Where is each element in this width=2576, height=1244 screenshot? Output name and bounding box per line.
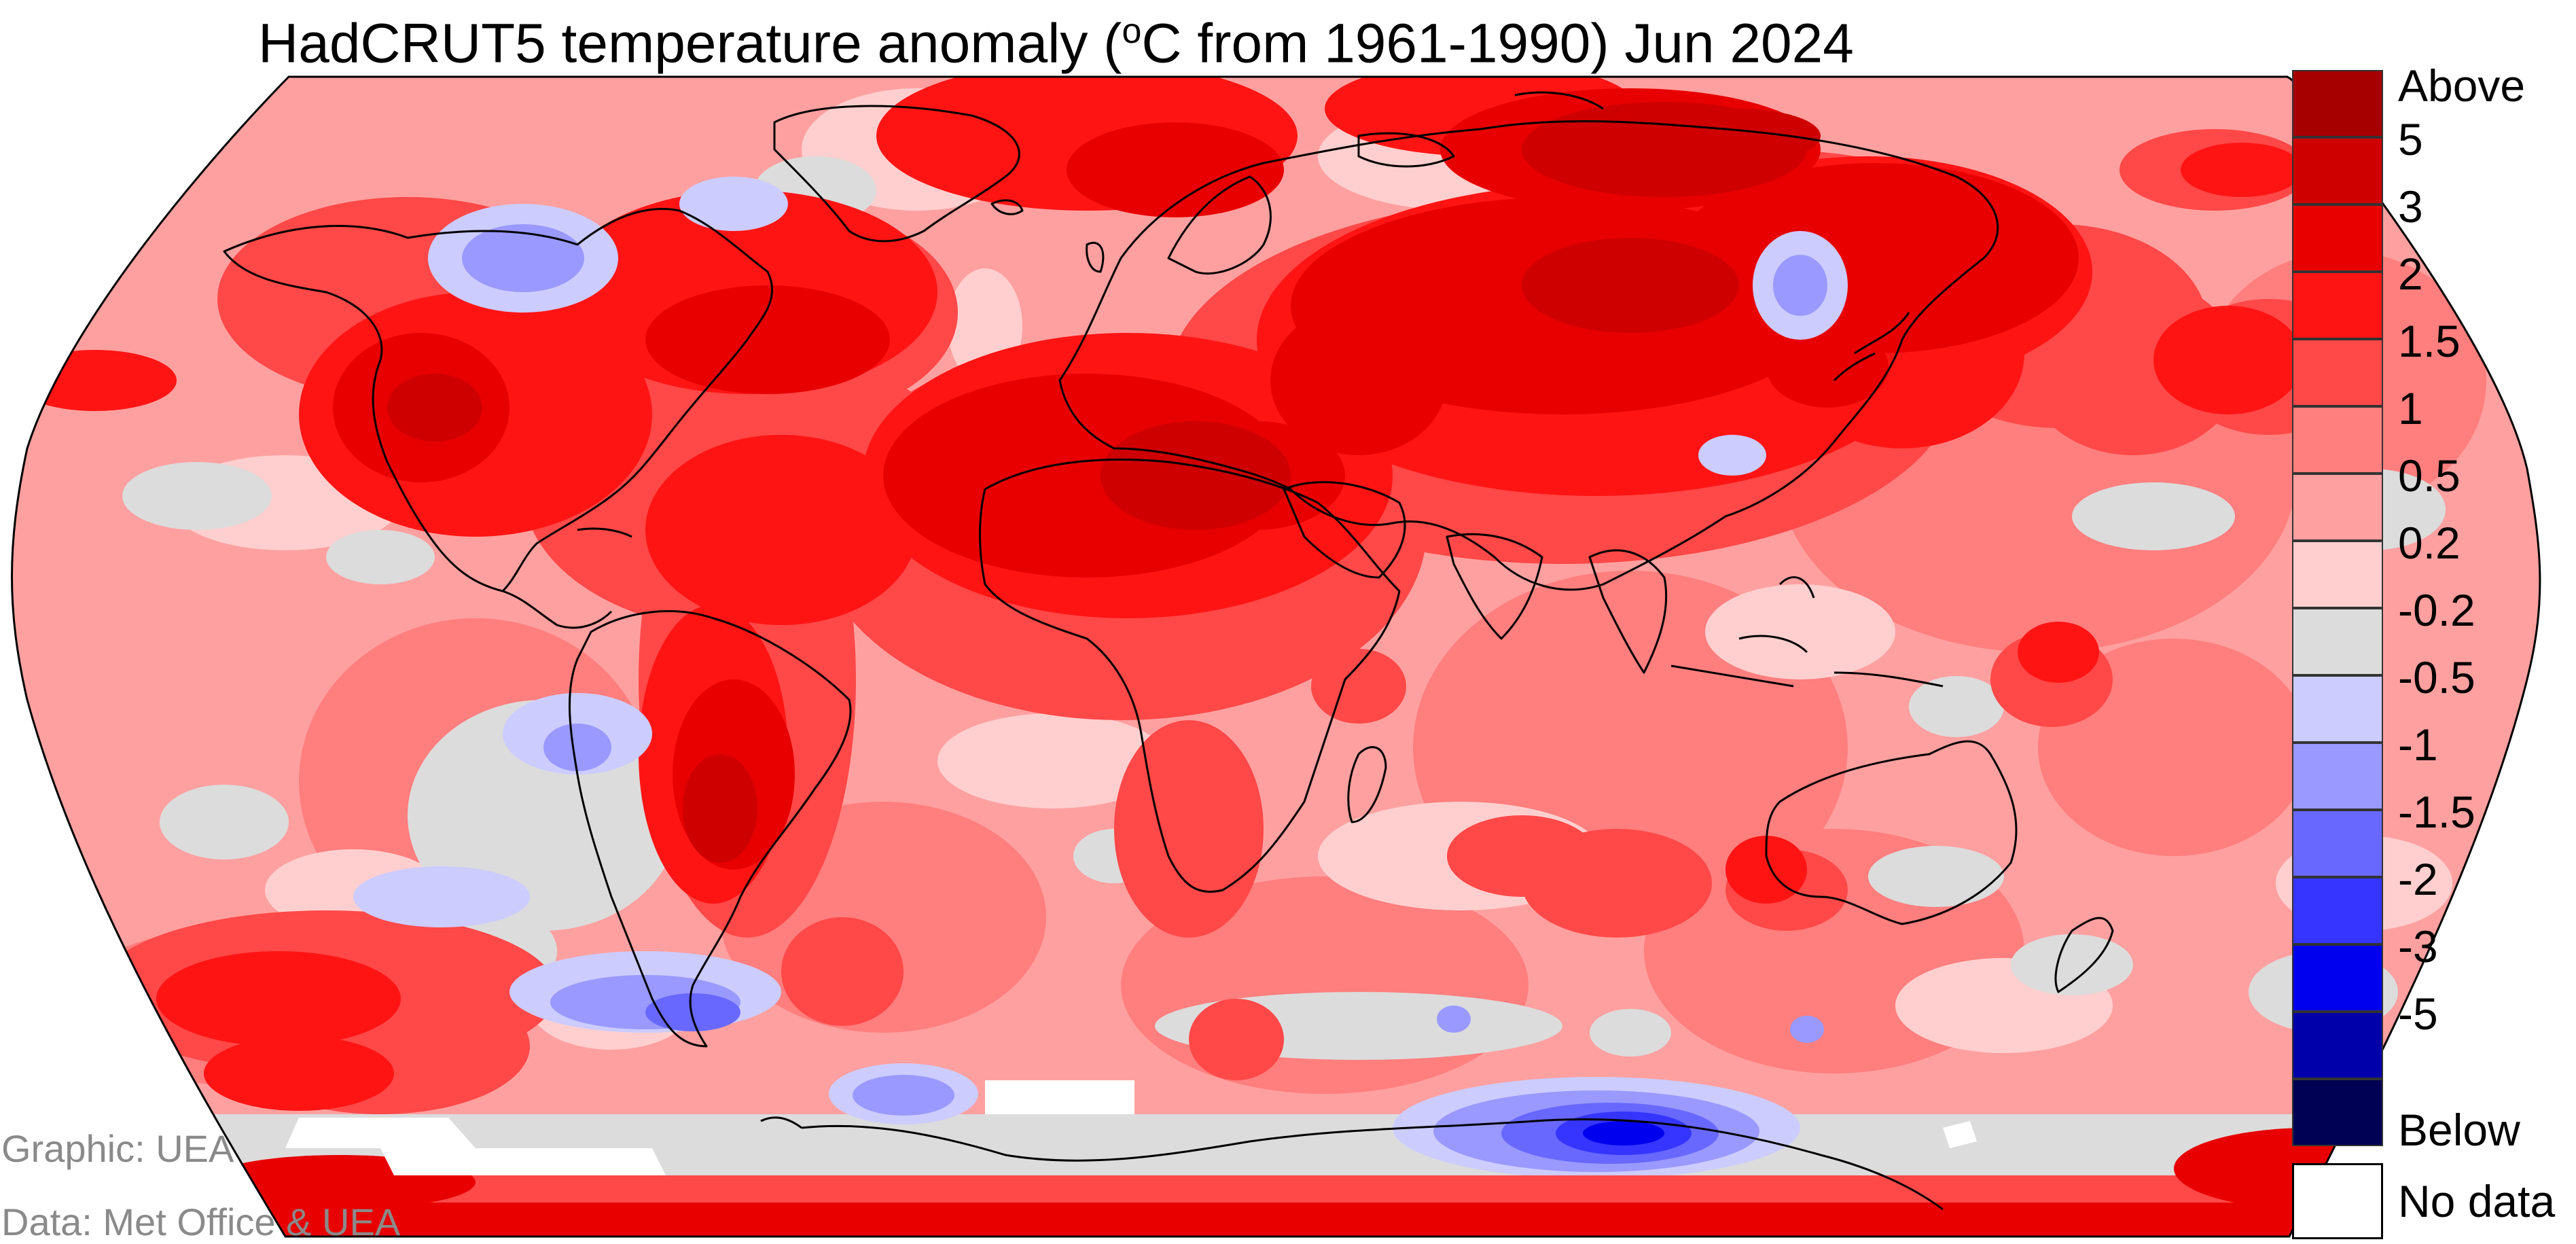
legend-swatch [2292,406,2383,474]
title-rest: C from 1961-1990) Jun 2024 [1141,12,1854,75]
title-main: HadCRUT5 temperature anomaly ( [258,12,1122,75]
legend-label: 1.5 [2398,316,2461,366]
map-title: HadCRUT5 temperature anomaly (oC from 19… [258,0,1854,75]
legend-swatch [2292,272,2383,339]
legend-swatch [2292,70,2383,137]
legend-swatch [2292,608,2383,675]
legend-label: 2 [2398,249,2423,299]
legend-swatch [2292,205,2383,272]
legend-label: 0.2 [2398,518,2461,568]
legend-label: -0.5 [2398,652,2475,703]
legend-label: Above [2398,60,2526,111]
coastlines [223,91,2114,1211]
legend-swatch [2292,810,2383,877]
legend-label: 5 [2398,114,2423,164]
legend-label: 1 [2398,383,2423,433]
no-data-swatch [2292,1163,2383,1239]
legend-swatch [2292,944,2383,1012]
legend-swatch [2292,1012,2383,1079]
credit-data: Data: Met Office & UEA [1,1201,401,1243]
legend-label: -3 [2398,921,2438,972]
legend-label: 0.5 [2398,450,2461,501]
legend-label: -1.5 [2398,787,2475,837]
legend-swatch [2292,474,2383,541]
legend-swatch [2292,541,2383,608]
credit-graphic: Graphic: UEA [1,1127,234,1170]
legend-label: -5 [2398,989,2438,1039]
legend-label: -0.2 [2398,585,2475,635]
legend-swatch [2292,339,2383,406]
legend-label: -1 [2398,719,2438,770]
legend-label: -2 [2398,854,2438,904]
anomaly-band-cold [353,177,1848,1179]
legend-swatch [2292,1079,2383,1146]
legend-swatch [2292,743,2383,810]
no-data-regions [285,1080,1977,1175]
no-data-label: No data [2398,1176,2556,1226]
degree-superscript: o [1122,12,1142,51]
legend-swatch [2292,137,2383,205]
legend-swatch [2292,877,2383,944]
legend-label: 3 [2398,181,2423,232]
legend-label: Below [2398,1105,2520,1155]
anomaly-band-3 [387,102,1821,863]
anomaly-field [12,77,2540,1237]
legend-swatch [2292,675,2383,743]
